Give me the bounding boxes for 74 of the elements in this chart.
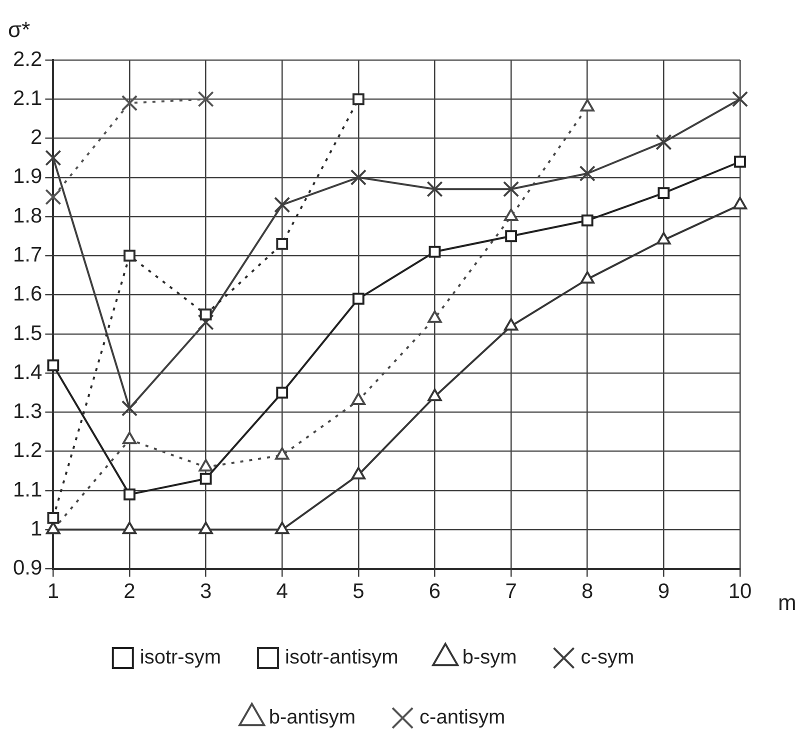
y-tick-label: 1.8 bbox=[12, 204, 42, 228]
x-tick-label: 5 bbox=[352, 580, 364, 604]
point bbox=[198, 91, 214, 108]
point bbox=[426, 181, 443, 198]
x-tick-label: 7 bbox=[505, 580, 517, 604]
point bbox=[502, 181, 520, 198]
point bbox=[121, 94, 138, 112]
point bbox=[198, 459, 213, 472]
x-tick-label: 8 bbox=[582, 580, 594, 604]
y-tick-label: 1.7 bbox=[12, 243, 42, 266]
point bbox=[580, 271, 594, 284]
y-tick-label: 2.1 bbox=[12, 86, 42, 110]
point bbox=[504, 208, 518, 222]
point bbox=[122, 432, 137, 444]
point bbox=[121, 400, 138, 416]
legend-label: b-antisym bbox=[268, 706, 356, 729]
point bbox=[45, 188, 62, 206]
x-tick-label: 9 bbox=[658, 580, 670, 604]
point bbox=[352, 93, 364, 106]
point bbox=[579, 165, 596, 182]
point bbox=[351, 392, 366, 406]
y-axis-title: σ* bbox=[8, 17, 31, 42]
point bbox=[276, 238, 288, 250]
point bbox=[656, 232, 671, 245]
point bbox=[122, 522, 137, 534]
point bbox=[275, 447, 290, 460]
x-tick-label: 4 bbox=[276, 580, 288, 604]
point bbox=[275, 522, 290, 534]
y-tick-label: 2 bbox=[30, 126, 42, 150]
y-tick-label: 1.4 bbox=[12, 360, 43, 384]
y-tick-label: 1.1 bbox=[12, 478, 42, 502]
point bbox=[428, 388, 442, 402]
point bbox=[732, 91, 748, 108]
point bbox=[124, 488, 136, 500]
y-tick-label: 1.3 bbox=[12, 400, 42, 424]
point bbox=[47, 359, 60, 372]
y-tick-label: 1.5 bbox=[12, 322, 42, 345]
y-tick-label: 0.9 bbox=[12, 556, 42, 580]
legend-label: c-antisym bbox=[420, 706, 506, 729]
point bbox=[504, 318, 518, 331]
x-tick-label: 6 bbox=[428, 580, 441, 604]
point bbox=[47, 512, 60, 524]
point bbox=[200, 472, 212, 485]
point bbox=[274, 196, 290, 213]
point bbox=[428, 310, 442, 323]
legend-label: b-sym bbox=[462, 646, 517, 669]
point bbox=[658, 187, 670, 200]
point bbox=[351, 466, 366, 480]
y-tick-label: 1.2 bbox=[12, 439, 42, 462]
point bbox=[581, 214, 594, 226]
point bbox=[734, 156, 746, 168]
x-tick-label: 10 bbox=[728, 580, 752, 604]
y-tick-label: 2.2 bbox=[12, 48, 42, 71]
legend-label: isotr-antisym bbox=[284, 646, 398, 669]
point bbox=[276, 386, 288, 399]
point bbox=[428, 246, 441, 258]
point bbox=[505, 230, 518, 242]
point bbox=[198, 522, 213, 534]
x-axis-title: m bbox=[778, 590, 796, 615]
y-tick-label: 1 bbox=[30, 517, 42, 540]
x-tick-label: 2 bbox=[124, 580, 136, 604]
point bbox=[200, 308, 212, 320]
legend-label: isotr-sym bbox=[140, 646, 221, 669]
point bbox=[45, 150, 62, 166]
point bbox=[198, 314, 214, 330]
point bbox=[124, 250, 136, 262]
y-tick-label: 1.6 bbox=[12, 282, 42, 306]
point bbox=[656, 134, 672, 150]
x-tick-label: 1 bbox=[47, 580, 60, 604]
x-tick-label: 3 bbox=[200, 580, 212, 604]
y-tick-label: 1.9 bbox=[12, 165, 42, 188]
legend-label: c-sym bbox=[580, 646, 634, 669]
point bbox=[350, 169, 367, 186]
point bbox=[352, 292, 364, 305]
